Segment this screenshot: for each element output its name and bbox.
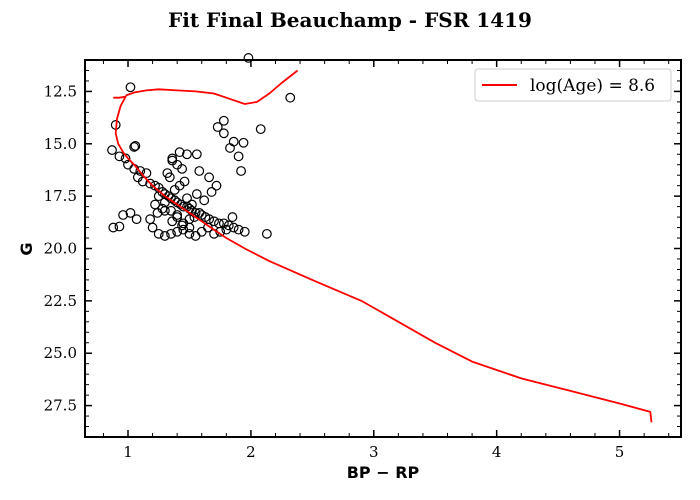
star-point [211,180,222,191]
star-point [206,187,217,197]
y-tick-label: 22.5 [44,292,77,310]
star-point [225,143,235,153]
y-tick-label: 25.0 [44,344,77,362]
star-point [108,222,119,233]
chart-title: Fit Final Beauchamp - FSR 1419 [168,8,532,32]
star-point [228,222,239,233]
star-point [204,172,215,183]
star-point [129,142,140,152]
star-point [238,137,249,148]
x-tick-label: 3 [369,443,379,461]
y-axis-label: G [17,242,36,255]
y-tick-label: 15.0 [44,135,77,153]
star-point [285,92,296,103]
star-point [125,82,136,93]
star-point [221,224,232,235]
legend-box [474,68,672,102]
star-point [125,207,136,218]
star-point [145,214,156,225]
star-point [239,226,250,237]
star-point [233,224,244,235]
star-point [150,199,160,210]
star-point [218,115,229,126]
star-point [137,176,148,187]
star-point [167,155,178,166]
legend-label: log(Age) = 8.6 [530,76,655,96]
star-point [107,145,117,155]
isochrone-upper-branch [125,69,299,105]
star-point [212,122,223,132]
y-tick-label: 27.5 [44,397,77,415]
star-point [159,231,170,241]
star-point [184,222,195,233]
y-tick-label: 12.5 [44,82,77,100]
legend: log(Age) = 8.6 [474,68,672,102]
star-point [189,212,200,222]
plot-area [84,59,682,438]
star-point [162,168,173,179]
x-tick-label: 4 [492,443,502,461]
star-point [118,210,128,220]
x-tick-label: 2 [246,443,256,461]
x-tick-label: 1 [123,443,133,461]
star-point [227,212,238,222]
star-point [145,178,156,189]
star-point [194,166,205,176]
star-point [131,214,142,225]
star-point [167,216,178,227]
x-tick-label: 5 [615,443,625,461]
star-point [159,205,170,216]
star-point [218,128,229,139]
star-point [135,166,146,176]
axis-ticks [85,59,681,438]
star-point [166,228,176,239]
isochrone-line [113,95,653,423]
y-tick-label: 20.0 [44,240,77,258]
x-axis-label: BP − RP [347,463,420,482]
star-point [209,216,219,227]
star-point [130,140,141,151]
star-point [172,226,183,237]
star-point [174,147,185,158]
star-point [153,228,164,239]
star-point [182,149,192,160]
star-point [243,53,254,63]
star-point [184,228,195,239]
star-point [187,199,197,210]
star-point [261,228,272,239]
star-point [218,218,229,229]
isochrone-lines [113,69,653,423]
star-point [255,124,266,135]
star-point [233,151,244,162]
star-point [172,210,183,220]
star-point [179,176,190,187]
star-point [114,151,125,162]
star-point [182,193,192,204]
star-point [114,221,125,232]
tick-labels: 1 2 3 4 5 12.5 15.0 17.5 20.0 22.5 25.0 27.5 [44,82,625,461]
star-point [199,195,210,206]
star-point [191,149,202,160]
star-point [177,220,187,231]
star-point [191,189,202,199]
star-point [236,166,246,176]
y-tick-label: 17.5 [44,187,77,205]
